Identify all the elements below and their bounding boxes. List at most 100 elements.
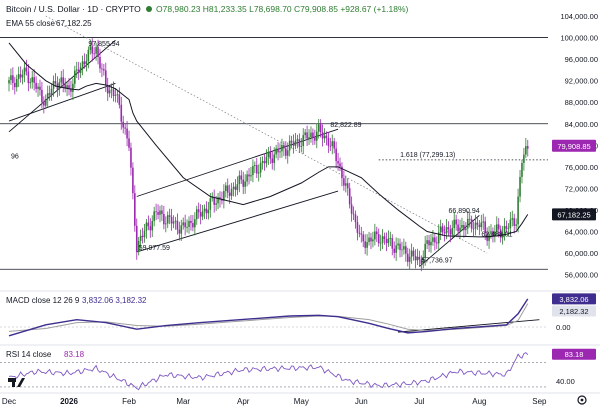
candle-body xyxy=(104,70,107,86)
candle-body xyxy=(19,74,22,78)
y-tick-label: 92,000.00 xyxy=(565,77,598,86)
candle-body xyxy=(211,197,214,199)
candle-body xyxy=(300,145,303,147)
candle-body xyxy=(87,49,90,62)
candle-body xyxy=(335,148,337,162)
candle-body xyxy=(267,151,270,157)
candle-body xyxy=(377,234,380,244)
x-tick-label: May xyxy=(294,397,309,406)
candle-body xyxy=(132,167,134,194)
chart-header: Bitcoin / U.S. Dollar · 1D · CRYPTO O78,… xyxy=(6,4,409,28)
candle-body xyxy=(248,174,250,177)
candle-body xyxy=(488,234,490,241)
candle-body xyxy=(207,209,210,214)
candle-body xyxy=(478,224,481,228)
y-tick-label: 96,000.00 xyxy=(565,55,598,64)
candle-body xyxy=(285,148,287,156)
candle-body xyxy=(405,246,407,254)
candle-body xyxy=(43,102,45,106)
candle-body xyxy=(106,85,109,94)
candle-body xyxy=(101,68,103,70)
candle-body xyxy=(397,243,399,246)
candle-body xyxy=(339,163,341,167)
candle-body xyxy=(395,245,397,253)
candle-body xyxy=(492,231,494,236)
candle-body xyxy=(329,145,332,147)
candle-body xyxy=(362,234,365,242)
candle-body xyxy=(14,82,16,88)
price-annotation: 66,890.94 xyxy=(448,208,479,215)
candle-body xyxy=(455,219,457,225)
candle-body xyxy=(521,162,523,177)
candle-body xyxy=(468,218,471,220)
candle-body xyxy=(186,226,188,228)
candle-body xyxy=(50,88,53,95)
candle-body xyxy=(501,233,504,238)
rsi-pane[interactable]: 83.18 40.00 xyxy=(0,290,600,394)
macd-signal-line xyxy=(8,303,529,332)
candle-body xyxy=(526,146,529,149)
candle-body xyxy=(81,61,84,68)
settings-icon[interactable] xyxy=(577,395,587,405)
candle-body xyxy=(310,132,312,138)
candle-body xyxy=(155,211,157,213)
candle-body xyxy=(168,215,171,217)
candle-body xyxy=(192,223,194,228)
macd-pane[interactable]: 3,832.06 2,182.32 0.00 xyxy=(0,293,600,346)
candle-body xyxy=(215,203,217,205)
trendline xyxy=(136,128,339,197)
candle-body xyxy=(77,69,80,73)
candle-body xyxy=(217,197,219,204)
candle-body xyxy=(515,224,517,226)
y-tick-label: 72,000.00 xyxy=(565,184,598,193)
price-pane[interactable]: 56,000.0060,000.0064,000.0068,000.0072,0… xyxy=(0,12,598,280)
y-tick-label: 60,000.00 xyxy=(565,249,598,258)
candle-body xyxy=(517,196,519,225)
candle-body xyxy=(246,174,248,182)
candle-body xyxy=(95,47,97,54)
candle-body xyxy=(33,77,35,83)
candle-body xyxy=(348,188,351,205)
candle-body xyxy=(327,138,330,146)
ema-label: EMA 55 close xyxy=(6,19,55,28)
candle-body xyxy=(203,208,206,212)
trendline xyxy=(136,190,339,253)
candle-body xyxy=(112,89,115,96)
rsi-line xyxy=(8,352,529,391)
price-label: 79,908.85 xyxy=(557,142,590,151)
candle-body xyxy=(120,104,123,122)
x-tick-label: Feb xyxy=(122,397,136,406)
ema-value: 67,182.25 xyxy=(56,19,92,28)
candle-body xyxy=(383,236,386,240)
candle-body xyxy=(408,256,411,262)
candle-body xyxy=(93,53,95,55)
y-tick-label: 100,000.00 xyxy=(560,34,598,43)
candle-body xyxy=(281,145,283,152)
candle-body xyxy=(91,46,94,54)
candle-body xyxy=(350,204,353,214)
candle-body xyxy=(261,161,264,163)
candle-body xyxy=(428,240,430,246)
rsi-label: RSI 14 close xyxy=(6,350,52,359)
candle-body xyxy=(70,88,72,92)
candle-body xyxy=(103,69,105,71)
y-tick-label: 64,000.00 xyxy=(565,228,598,237)
candle-body xyxy=(447,227,450,230)
candle-body xyxy=(399,243,401,250)
rsi-value: 83.18 xyxy=(64,350,85,359)
candle-body xyxy=(416,256,419,261)
candle-body xyxy=(35,82,37,89)
candle-body xyxy=(513,218,516,226)
candle-body xyxy=(445,227,448,234)
candle-body xyxy=(321,132,324,139)
candle-body xyxy=(302,135,305,146)
candle-body xyxy=(242,179,245,187)
y-tick-label: 84,000.00 xyxy=(565,120,598,129)
candle-body xyxy=(430,241,432,246)
candle-body xyxy=(480,222,483,228)
ohlc-readout: O78,980.23 H81,233.35 L78,698.70 C79,908… xyxy=(156,4,409,14)
candle-body xyxy=(257,172,260,174)
candle-body xyxy=(484,221,486,233)
x-tick-label: 2026 xyxy=(60,397,78,406)
